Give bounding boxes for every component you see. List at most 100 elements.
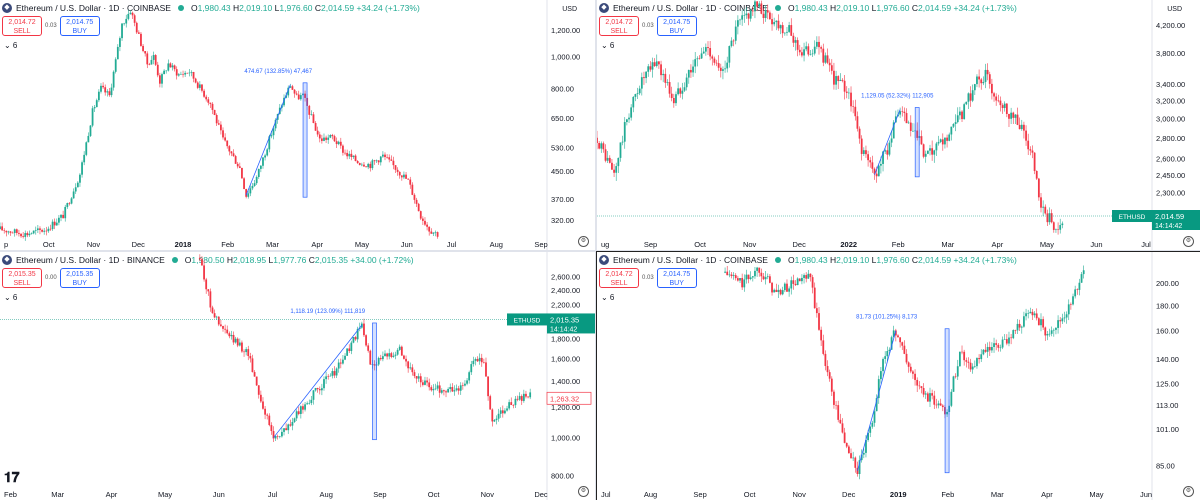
indicators-collapse-toggle[interactable]: ⌄ 6 <box>601 293 615 302</box>
candle <box>828 369 831 382</box>
currency-label[interactable]: USD <box>1167 6 1182 13</box>
candle <box>892 325 895 338</box>
chart-panel-bottom-right[interactable]: ◆ Ethereum / U.S. Dollar · 1D · COINBASE O… <box>596 251 1200 500</box>
settings-gear-icon[interactable]: ⚙ <box>578 236 589 247</box>
candle <box>971 84 974 103</box>
candle <box>504 408 506 415</box>
buy-button[interactable]: 2,014.75 BUY <box>656 268 697 288</box>
candle <box>259 390 262 403</box>
price-range-measure[interactable] <box>914 107 920 178</box>
y-tick-label: 3,800.00 <box>1156 49 1185 58</box>
symbol-header[interactable]: ◆ Ethereum / U.S. Dollar · 1D · COINBASE O… <box>599 255 1017 265</box>
candle <box>636 87 639 100</box>
candle <box>1010 107 1013 124</box>
candle <box>1005 103 1008 118</box>
candle <box>696 56 699 67</box>
price-range-measure[interactable] <box>372 322 377 441</box>
candle <box>952 375 955 392</box>
candle <box>97 89 100 103</box>
candle <box>472 356 475 367</box>
candle <box>833 389 835 409</box>
candle <box>862 448 865 459</box>
sell-button[interactable]: 2,014.72 SELL <box>2 16 42 36</box>
settings-gear-icon[interactable]: ⚙ <box>1183 486 1194 497</box>
sell-button[interactable]: 2,015.35 SELL <box>2 268 42 288</box>
symbol-title[interactable]: Ethereum / U.S. Dollar · 1D · COINBASE <box>613 255 768 265</box>
buy-button[interactable]: 2,015.35 BUY <box>59 268 100 288</box>
candle <box>194 77 197 84</box>
price-chart[interactable]: 200.00 180.00 160.00 140.00 125.00 113.00 101.… <box>597 252 1200 500</box>
candle <box>779 288 782 296</box>
indicators-collapse-toggle[interactable]: ⌄ 6 <box>601 41 615 50</box>
x-tick-label: ug <box>601 240 609 249</box>
settings-gear-icon[interactable]: ⚙ <box>1183 236 1194 247</box>
candle <box>70 197 73 205</box>
candle <box>1076 288 1079 295</box>
candle <box>907 120 910 124</box>
candle <box>323 133 325 142</box>
symbol-title[interactable]: Ethereum / U.S. Dollar · 1D · COINBASE <box>16 3 171 13</box>
candle <box>394 165 397 174</box>
indicators-collapse-toggle[interactable]: ⌄ 6 <box>4 293 18 302</box>
candle <box>320 383 323 396</box>
settings-gear-icon[interactable]: ⚙ <box>578 486 589 497</box>
candle <box>807 43 810 57</box>
currency-label[interactable]: USD <box>562 6 577 13</box>
candle <box>640 72 643 96</box>
candle <box>837 75 840 90</box>
candle <box>392 156 395 170</box>
buy-button[interactable]: 2,014.75 BUY <box>656 16 697 36</box>
candle <box>1046 209 1049 226</box>
candle <box>257 168 260 179</box>
candle <box>79 173 81 187</box>
candle <box>1074 285 1077 299</box>
trend-line[interactable] <box>857 330 897 471</box>
candle <box>102 82 104 89</box>
trend-line[interactable] <box>245 84 291 196</box>
trend-line[interactable] <box>874 109 901 175</box>
symbol-title[interactable]: Ethereum / U.S. Dollar · 1D · BINANCE <box>16 255 165 265</box>
chart-panel-top-left[interactable]: ◆ Ethereum / U.S. Dollar · 1D · COINBASE O… <box>0 0 595 250</box>
candle <box>984 343 987 353</box>
spread-value: 0.03 <box>642 275 654 281</box>
candle <box>1012 111 1015 124</box>
candle <box>352 336 355 344</box>
y-tick-label: 450.00 <box>551 167 574 176</box>
candle <box>392 352 395 358</box>
candle <box>215 113 218 126</box>
indicators-collapse-toggle[interactable]: ⌄ 6 <box>4 41 18 50</box>
price-range-measure[interactable] <box>944 328 950 474</box>
candle <box>272 126 275 140</box>
price-chart[interactable]: 2,600.002,400.002,200.002,000.001,800.00… <box>0 252 595 500</box>
candle <box>66 202 69 209</box>
sell-button[interactable]: 2,014.72 SELL <box>599 268 639 288</box>
candle <box>209 102 212 109</box>
candle <box>847 88 850 100</box>
chart-panel-top-right[interactable]: ◆ Ethereum / U.S. Dollar · 1D · COINBASE O… <box>597 0 1200 250</box>
buy-button[interactable]: 2,014.75 BUY <box>59 16 100 36</box>
candle <box>926 391 929 402</box>
symbol-title[interactable]: Ethereum / U.S. Dollar · 1D · COINBASE <box>613 3 768 13</box>
candle <box>967 92 970 109</box>
ethereum-logo-icon: ◆ <box>2 3 12 13</box>
candle <box>41 228 43 233</box>
price-range-measure[interactable] <box>302 82 308 198</box>
symbol-header[interactable]: ◆ Ethereum / U.S. Dollar · 1D · COINBASE O… <box>2 3 420 13</box>
candle <box>971 363 974 374</box>
symbol-header[interactable]: ◆ Ethereum / U.S. Dollar · 1D · COINBASE O… <box>599 3 1017 13</box>
chart-panel-bottom-left[interactable]: ◆ Ethereum / U.S. Dollar · 1D · BINANCE O1… <box>0 252 595 500</box>
candle <box>929 144 931 156</box>
candle <box>666 79 669 86</box>
trend-line[interactable] <box>273 324 363 438</box>
price-chart[interactable]: 4,200.00 3,800.00 3,400.00 3,200.00 3,000.00… <box>597 0 1200 250</box>
sell-button[interactable]: 2,014.72 SELL <box>599 16 639 36</box>
candle <box>937 135 940 146</box>
open-value: 1,980.43 <box>794 255 828 265</box>
candle <box>348 344 351 353</box>
price-chart[interactable]: 1,200.00 1,000.00 800.00 650.00 530.00 450.00… <box>0 0 595 250</box>
candle <box>299 92 302 101</box>
candle <box>606 150 609 164</box>
candle <box>956 359 959 380</box>
symbol-header[interactable]: ◆ Ethereum / U.S. Dollar · 1D · BINANCE O1… <box>2 255 414 265</box>
candle <box>961 110 963 123</box>
